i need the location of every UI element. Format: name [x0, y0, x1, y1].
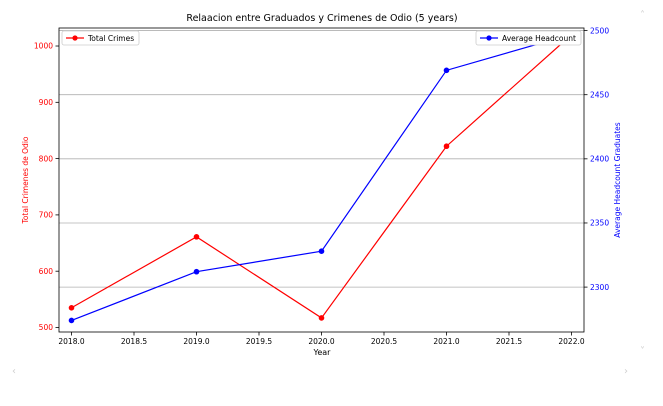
data-point-total-crimes — [318, 315, 325, 321]
scroll-left-arrow-icon[interactable]: ‹ — [12, 366, 16, 377]
right-tick-label: 2400 — [590, 155, 609, 164]
left-tick-label: 500 — [39, 323, 54, 332]
chart-title: Relaacion entre Graduados y Crimenes de … — [186, 13, 457, 24]
data-point-total-crimes — [68, 304, 75, 311]
data-point-average-headcount — [193, 268, 200, 275]
left-tick-label: 1000 — [34, 42, 53, 51]
x-axis-ticks: 2018.0 2018.5 2019.0 2019.5 2020.0 2020.5 2021… — [58, 332, 585, 346]
legend-box — [475, 30, 582, 46]
right-tick-label: 2350 — [590, 219, 609, 228]
legend-label-average-headcount: Average Headcount — [502, 34, 576, 43]
data-point-total-crimes — [443, 143, 450, 150]
legend-marker-swatch — [72, 35, 78, 41]
x-tick-label: 2021.0 — [433, 337, 459, 346]
left-tick-label: 700 — [39, 211, 54, 220]
scroll-up-arrow-icon[interactable]: ˄ — [640, 10, 645, 21]
left-tick-label: 900 — [39, 98, 54, 107]
right-tick-label: 2500 — [590, 26, 609, 35]
data-point-average-headcount — [318, 248, 325, 254]
x-tick-label: 2022.0 — [558, 337, 584, 346]
x-tick-label: 2021.5 — [496, 337, 522, 346]
data-point-average-headcount — [443, 67, 450, 74]
right-tick-label: 2450 — [590, 90, 609, 99]
legend-box — [61, 30, 140, 46]
left-tick-label: 600 — [39, 267, 54, 276]
data-point-total-crimes — [193, 234, 200, 240]
x-tick-label: 2020.5 — [371, 337, 397, 346]
x-tick-label: 2018.5 — [121, 337, 147, 346]
data-point-average-headcount — [68, 317, 75, 324]
scroll-down-arrow-icon[interactable]: ˅ — [640, 346, 645, 357]
left-axis-ticks: 500 600 700 800 900 1000 — [34, 42, 59, 332]
x-tick-label: 2019.0 — [183, 337, 209, 346]
legend-average-headcount: Average Headcount — [475, 30, 582, 46]
x-tick-label: 2019.5 — [246, 337, 272, 346]
x-tick-label: 2018.0 — [58, 337, 84, 346]
left-axis-label: Total Crimenes de Odio — [21, 136, 30, 224]
legend-total-crimes: Total Crimes — [61, 30, 140, 46]
legend-marker-swatch — [486, 35, 492, 41]
x-tick-label: 2020.0 — [308, 337, 334, 346]
x-axis-label: Year — [313, 348, 332, 357]
right-axis-ticks: 2300 2350 2400 2450 2500 — [584, 26, 609, 292]
legend-label-total-crimes: Total Crimes — [87, 34, 134, 43]
right-axis-label: Average Headcount Graduates — [613, 122, 622, 237]
scroll-right-arrow-icon[interactable]: › — [624, 366, 628, 377]
right-tick-label: 2300 — [590, 283, 609, 292]
grid-lines — [59, 30, 584, 288]
plot-area — [59, 28, 584, 332]
left-tick-label: 800 — [39, 154, 54, 163]
